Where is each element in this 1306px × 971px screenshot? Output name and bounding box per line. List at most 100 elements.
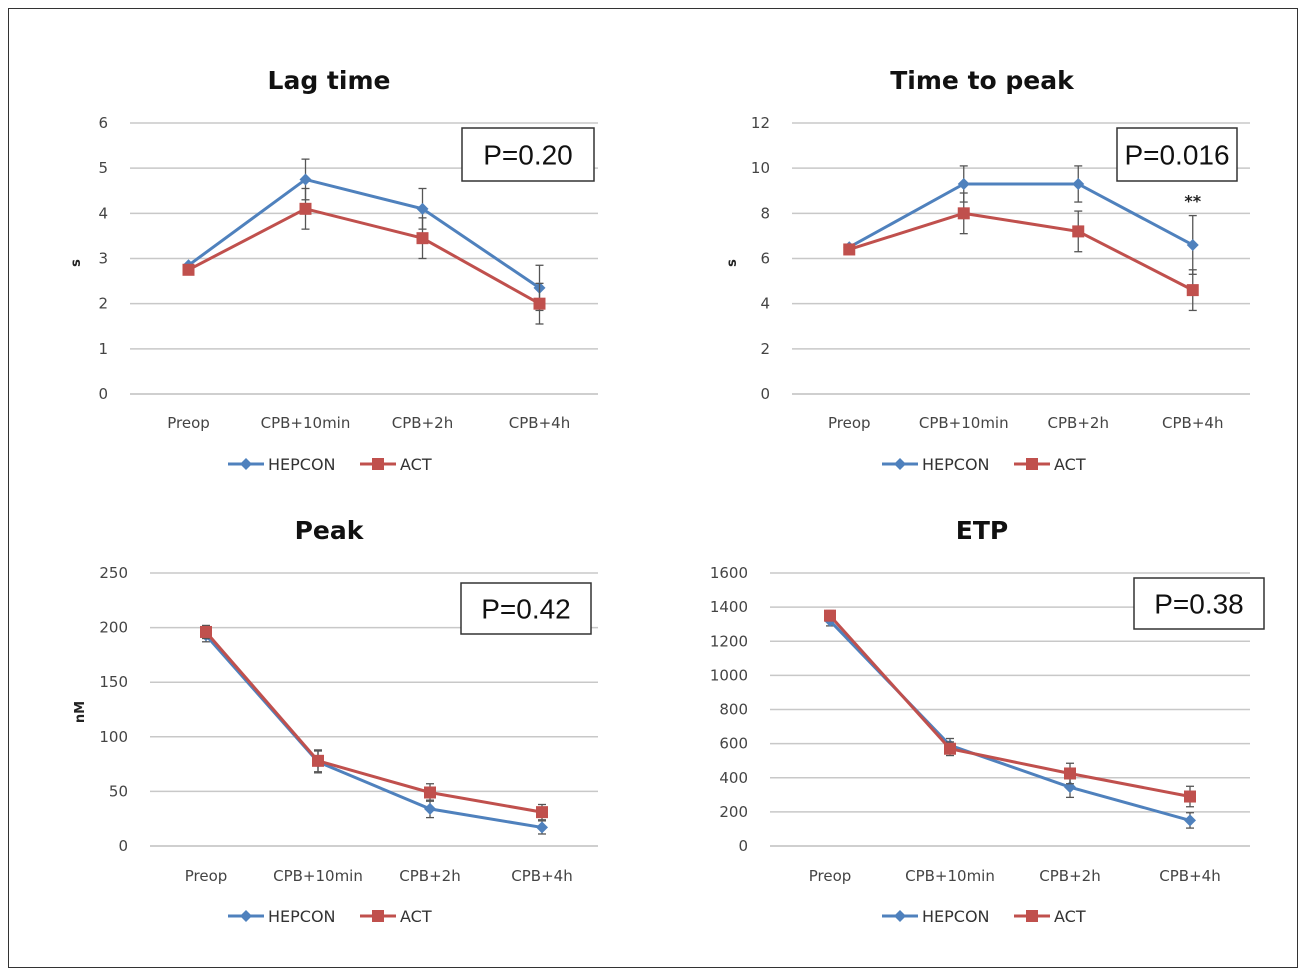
y-tick-label: 6: [98, 114, 108, 132]
y-tick-label: 1200: [710, 632, 748, 650]
data-point: [1064, 767, 1076, 780]
y-tick-label: 6: [760, 250, 770, 268]
data-point: [533, 297, 546, 310]
y-tick-label: 150: [99, 673, 128, 691]
x-tick-label: CPB+4h: [511, 867, 572, 885]
x-tick-label: CPB+2h: [1039, 867, 1100, 885]
y-tick-label: 12: [751, 114, 770, 132]
y-tick-label: 400: [719, 769, 748, 787]
y-tick-label: 0: [98, 385, 108, 403]
series-act: [182, 187, 546, 325]
chart-title: ETP: [956, 516, 1008, 545]
x-tick-label: CPB+4h: [1162, 414, 1223, 432]
series-line: [187, 177, 541, 290]
data-point: [424, 802, 436, 815]
legend-label: ACT: [1054, 907, 1086, 926]
y-tick-label: 200: [99, 619, 128, 637]
p-value-box: [1116, 127, 1238, 182]
data-point: [1186, 238, 1199, 251]
y-tick-label: 250: [99, 564, 128, 582]
y-tick-label: 50: [109, 782, 128, 800]
y-tick-label: 5: [98, 159, 108, 177]
legend-marker: [894, 910, 906, 922]
y-tick-label: 800: [719, 701, 748, 719]
y-tick-label: 0: [760, 385, 770, 403]
y-tick-label: 1600: [710, 564, 748, 582]
legend-entry: ACT: [360, 455, 432, 474]
legend-entry: ACT: [360, 907, 432, 926]
data-point: [824, 609, 836, 622]
legend-label: ACT: [400, 907, 432, 926]
legend-marker: [240, 458, 252, 470]
data-point: [299, 173, 312, 186]
x-tick-label: CPB+10min: [905, 867, 995, 885]
data-point: [182, 263, 195, 276]
data-point: [200, 625, 212, 638]
chart-panel-3: Peak 0 50 100 150 200 250 nM Preop CPB+10min CPB+2…: [73, 516, 598, 926]
chart-title: Lag time: [268, 66, 391, 95]
data-point: [1184, 814, 1196, 827]
data-point: [1186, 284, 1199, 297]
data-point: [416, 202, 429, 215]
legend-marker: [240, 910, 252, 922]
x-tick-label: Preop: [167, 414, 210, 432]
p-value-text: P=0.20: [483, 140, 573, 171]
chart-title: Peak: [295, 516, 365, 545]
y-tick-label: 600: [719, 735, 748, 753]
y-tick-label: 1400: [710, 598, 748, 616]
series-act: [843, 192, 1199, 312]
p-value-box: [461, 127, 595, 182]
legend-label: HEPCON: [268, 455, 336, 474]
x-tick-label: CPB+10min: [273, 867, 363, 885]
legend-entry: HEPCON: [882, 455, 990, 474]
legend-label: HEPCON: [922, 907, 990, 926]
series-hepcon: [824, 614, 1196, 829]
p-value-text: P=0.016: [1124, 140, 1229, 171]
y-axis-label: s: [725, 259, 740, 267]
x-tick-label: CPB+10min: [261, 414, 351, 432]
y-tick-label: 2: [98, 295, 108, 313]
x-tick-label: CPB+10min: [919, 414, 1009, 432]
y-axis-label: nM: [73, 701, 88, 723]
data-point: [1184, 790, 1196, 803]
p-value-box: [460, 582, 592, 635]
series-act: [200, 624, 548, 821]
series-line: [848, 182, 1194, 249]
y-tick-label: 10: [751, 159, 770, 177]
data-point: [1072, 225, 1085, 238]
y-tick-label: 8: [760, 204, 770, 222]
data-point: [416, 232, 429, 245]
data-point: [312, 754, 324, 767]
data-point: [536, 806, 548, 819]
p-value-box: [1133, 577, 1265, 630]
chart-title: Time to peak: [890, 66, 1075, 95]
data-point: [957, 207, 970, 220]
significance-annotation: **: [1184, 192, 1201, 211]
chart-panel-2: Time to peak 0 2 4 6 8 10 12 s Preop CPB+10min CPB+…: [725, 66, 1250, 474]
p-value-text: P=0.42: [481, 594, 571, 625]
data-point: [957, 177, 970, 190]
y-tick-label: 1: [98, 340, 108, 358]
legend-label: ACT: [1054, 455, 1086, 474]
y-tick-label: 3: [98, 250, 108, 268]
legend-label: ACT: [400, 455, 432, 474]
legend-marker: [372, 458, 384, 470]
y-tick-label: 1000: [710, 666, 748, 684]
chart-panel-4: ETP 0 200 400 600 800 1000 1200 1400 1600 Preop CPB…: [710, 516, 1265, 926]
series-line: [187, 207, 541, 305]
chart-panel-1: Lag time 0 1 2 3 4 5 6 s Preop CPB+10min CPB+2h CPB+…: [69, 66, 598, 474]
y-tick-label: 2: [760, 340, 770, 358]
series-hepcon: [182, 158, 546, 312]
legend-entry: HEPCON: [228, 907, 336, 926]
legend-entry: ACT: [1014, 907, 1086, 926]
legend-entry: HEPCON: [228, 455, 336, 474]
y-axis-label: s: [69, 259, 84, 267]
data-point: [299, 202, 312, 215]
series-line: [828, 619, 1191, 822]
legend-marker: [894, 458, 906, 470]
x-tick-label: Preop: [809, 867, 852, 885]
legend-marker: [1026, 910, 1038, 922]
x-tick-label: CPB+2h: [399, 867, 460, 885]
series-act: [824, 609, 1196, 808]
legend-marker: [372, 910, 384, 922]
